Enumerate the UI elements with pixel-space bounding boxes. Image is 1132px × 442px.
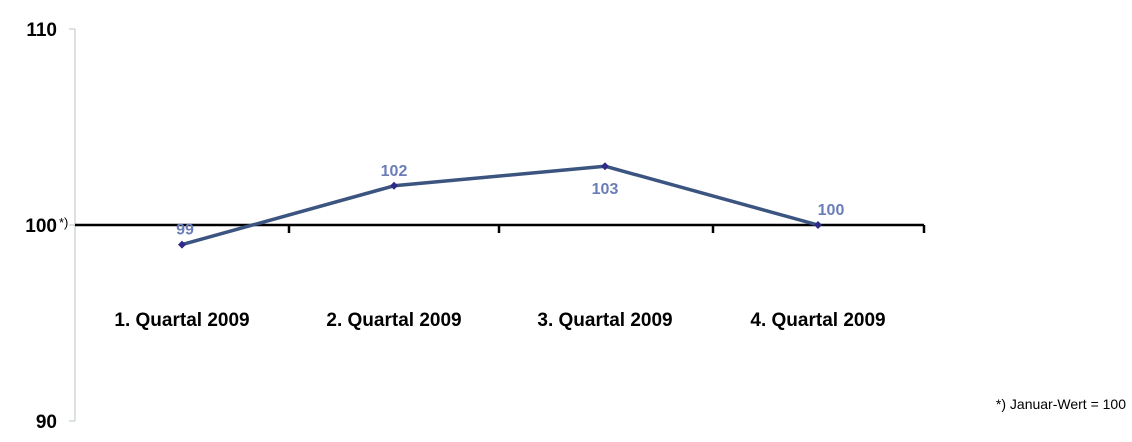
data-labels: 99 102 103 100 (176, 163, 844, 239)
x-tick-label: 4. Quartal 2009 (750, 310, 885, 331)
data-label: 100 (818, 202, 845, 219)
x-tick-label: 3. Quartal 2009 (537, 310, 672, 331)
data-markers (178, 162, 822, 249)
y-tick-note: *) (59, 215, 68, 230)
x-tick-label: 1. Quartal 2009 (114, 310, 249, 331)
data-label: 99 (176, 222, 194, 239)
y-tick-labels: 90 100 *) 110 (25, 20, 75, 433)
data-point (390, 181, 398, 190)
data-point (178, 240, 186, 249)
data-point (814, 221, 822, 229)
x-tick-label: 2. Quartal 2009 (326, 310, 461, 331)
y-tick-label: 90 (36, 412, 57, 433)
footnote: *) Januar-Wert = 100 (996, 396, 1126, 412)
series-line (181, 164, 819, 247)
data-label: 103 (592, 181, 619, 198)
x-tick-marks (287, 225, 926, 233)
data-point (601, 162, 609, 171)
y-tick-label: 100 (25, 216, 57, 237)
data-label: 102 (381, 163, 408, 180)
y-tick-label: 110 (26, 20, 57, 41)
x-tick-labels: 1. Quartal 2009 2. Quartal 2009 3. Quartal… (114, 310, 885, 331)
